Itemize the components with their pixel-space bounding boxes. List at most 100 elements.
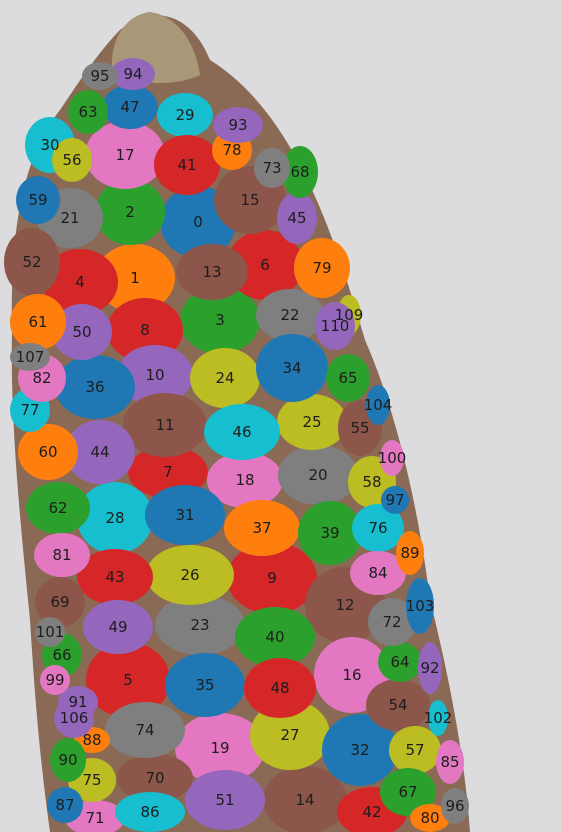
kernel-64 (378, 642, 422, 682)
kernel-32 (322, 714, 398, 786)
kernel-39 (298, 501, 362, 565)
kernel-label-103: 103 (406, 597, 435, 615)
kernel-18 (207, 452, 283, 508)
kernel-label-64: 64 (390, 653, 409, 671)
kernel-label-99: 99 (45, 671, 64, 689)
kernel-label-50: 50 (72, 323, 91, 341)
kernel-51 (185, 770, 265, 830)
kernel-68 (282, 146, 318, 198)
kernel-70 (117, 754, 193, 802)
kernel-label-86: 86 (140, 803, 159, 821)
kernel-97 (381, 486, 409, 514)
kernel-43 (77, 549, 153, 605)
kernel-label-81: 81 (52, 546, 71, 564)
kernel-label-58: 58 (362, 473, 381, 491)
kernel-73 (254, 148, 290, 188)
kernel-25 (277, 394, 347, 450)
kernel-label-12: 12 (335, 596, 354, 614)
kernel-label-59: 59 (28, 191, 47, 209)
kernel-40 (235, 607, 315, 667)
kernel-106 (54, 698, 94, 738)
kernel-label-96: 96 (445, 797, 464, 815)
kernel-35 (165, 653, 245, 717)
kernel-76 (352, 504, 404, 552)
kernel-label-102: 102 (424, 709, 453, 727)
kernel-label-45: 45 (287, 209, 306, 227)
kernel-label-61: 61 (28, 313, 47, 331)
kernel-layer (4, 58, 469, 832)
kernel-label-56: 56 (62, 151, 81, 169)
kernel-label-24: 24 (215, 369, 234, 387)
kernel-label-40: 40 (265, 628, 284, 646)
kernel-19 (175, 713, 265, 783)
kernel-label-60: 60 (38, 443, 57, 461)
kernel-label-29: 29 (175, 106, 194, 124)
kernel-65 (326, 354, 370, 402)
kernel-label-70: 70 (145, 769, 164, 787)
kernel-label-57: 57 (405, 741, 424, 759)
kernel-96 (441, 788, 469, 824)
kernel-label-87: 87 (55, 796, 74, 814)
kernel-label-65: 65 (338, 369, 357, 387)
kernel-69 (35, 577, 85, 627)
kernel-label-21: 21 (60, 209, 79, 227)
kernel-4 (42, 249, 118, 315)
kernel-label-54: 54 (388, 696, 407, 714)
kernel-50 (52, 304, 112, 360)
kernel-44 (65, 420, 135, 484)
kernel-85 (436, 740, 464, 784)
kernel-110 (315, 302, 355, 350)
kernel-label-72: 72 (382, 613, 401, 631)
kernel-6 (227, 230, 303, 300)
kernel-81 (34, 533, 90, 577)
kernel-label-8: 8 (140, 321, 150, 339)
kernel-label-19: 19 (210, 739, 229, 757)
kernel-89 (396, 531, 424, 575)
kernel-23 (155, 595, 245, 655)
kernel-label-48: 48 (270, 679, 289, 697)
kernel-14 (263, 766, 347, 832)
kernel-label-75: 75 (82, 771, 101, 789)
kernel-label-79: 79 (312, 259, 331, 277)
kernel-100 (380, 440, 404, 476)
kernel-37 (224, 500, 300, 556)
kernel-label-11: 11 (155, 416, 174, 434)
kernel-label-110: 110 (321, 317, 350, 335)
label-layer: 0123456789101112131415161718192021222324… (16, 65, 465, 827)
kernel-20 (278, 445, 358, 505)
kernel-label-26: 26 (180, 566, 199, 584)
kernel-label-85: 85 (440, 753, 459, 771)
kernel-label-25: 25 (302, 413, 321, 431)
kernel-27 (250, 700, 330, 770)
kernel-label-67: 67 (398, 783, 417, 801)
kernel-80 (410, 804, 450, 832)
kernel-10 (117, 345, 193, 405)
kernel-label-51: 51 (215, 791, 234, 809)
kernel-93 (213, 107, 263, 143)
kernel-104 (366, 385, 390, 425)
kernel-label-42: 42 (362, 803, 381, 821)
kernel-label-94: 94 (123, 65, 142, 83)
kernel-41 (154, 135, 220, 195)
kernel-49 (83, 600, 153, 654)
kernel-47 (102, 85, 158, 129)
kernel-label-1: 1 (130, 269, 140, 287)
kernel-79 (294, 238, 350, 298)
kernel-17 (85, 121, 165, 189)
kernel-54 (366, 679, 430, 731)
kernel-5 (86, 642, 170, 718)
kernel-label-84: 84 (368, 564, 387, 582)
kernel-label-27: 27 (280, 726, 299, 744)
kernel-92 (418, 642, 442, 694)
kernel-102 (428, 700, 448, 736)
kernel-48 (244, 658, 316, 718)
kernel-72 (368, 598, 416, 646)
kernel-90 (50, 738, 86, 782)
kernel-label-16: 16 (342, 666, 361, 684)
kernel-label-69: 69 (50, 593, 69, 611)
kernel-28 (77, 482, 153, 554)
kernel-label-66: 66 (52, 646, 71, 664)
kernel-label-44: 44 (90, 443, 109, 461)
kernel-3 (180, 286, 260, 354)
